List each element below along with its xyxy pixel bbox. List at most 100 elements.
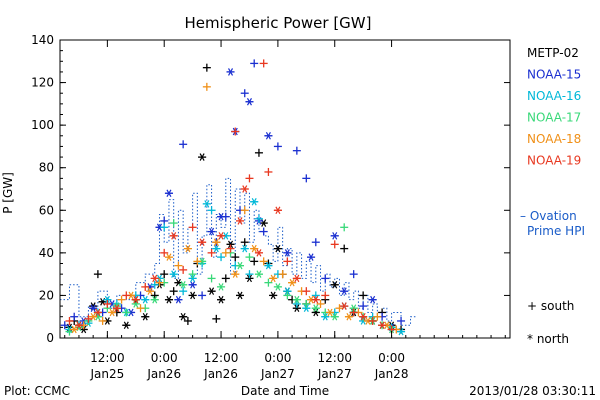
data-point-north [226, 68, 235, 76]
data-point-south [212, 314, 221, 323]
data-point-north [179, 281, 188, 289]
y-axis-label: P [GW] [1, 172, 15, 214]
data-point-south [65, 327, 74, 336]
legend-entry: NOAA-15 [527, 68, 581, 82]
data-point-north [217, 232, 226, 240]
data-point-north [359, 312, 368, 321]
legend-entry: NOAA-17 [527, 111, 581, 125]
data-point-north [174, 295, 183, 304]
data-point-south [221, 274, 230, 283]
y-tick-label: 120 [31, 76, 54, 90]
data-point-north [169, 270, 178, 278]
data-point-north [311, 304, 320, 312]
data-point-south [193, 257, 202, 266]
data-point-south [302, 174, 311, 183]
data-point-north [164, 189, 173, 198]
data-point-south [302, 299, 311, 308]
legend-ovation-2: Prime HPI [527, 224, 585, 238]
data-point-south [202, 82, 211, 91]
timestamp: 2013/01/28 03:30:11 [469, 384, 596, 398]
data-point-south [207, 206, 216, 215]
data-point-north [269, 291, 278, 300]
legend-entry: NOAA-18 [527, 132, 581, 146]
data-point-north [93, 308, 102, 317]
data-point-north [198, 153, 207, 161]
data-point-south [122, 291, 131, 300]
data-point-south [150, 291, 159, 300]
data-point-south [207, 274, 216, 283]
data-point-north [70, 325, 79, 334]
data-point-north [330, 281, 339, 289]
data-point-north [236, 217, 244, 225]
data-point-north [292, 274, 301, 283]
data-point-south [321, 274, 330, 283]
y-tick-label: 40 [39, 246, 54, 260]
data-point-south [60, 321, 69, 330]
x-tick-time: 0:00 [151, 351, 178, 365]
data-point-north [283, 287, 292, 295]
data-point-south [98, 316, 107, 325]
data-point-north [150, 295, 159, 304]
data-point-north [254, 270, 263, 278]
data-point-south [368, 316, 377, 325]
data-point-south [340, 244, 349, 253]
data-point-south [349, 270, 358, 279]
data-point-south [202, 63, 211, 72]
data-point-north [112, 304, 121, 312]
data-point-south [264, 278, 273, 287]
data-point-south [84, 314, 93, 323]
data-point-south [155, 278, 164, 287]
data-point-south [136, 304, 145, 313]
data-point-north [273, 206, 282, 215]
data-point-south [226, 244, 235, 253]
data-point-north [236, 291, 244, 300]
data-point-south [217, 253, 226, 262]
data-point-north [269, 274, 278, 283]
y-tick-label: 140 [31, 33, 54, 47]
data-point-south [311, 291, 320, 300]
data-point-north [273, 244, 282, 253]
data-point-south [254, 214, 263, 223]
data-point-north [240, 244, 249, 253]
data-point-south [259, 59, 268, 68]
data-point-south [278, 270, 287, 279]
data-point-north [302, 304, 311, 312]
data-point-north [169, 232, 178, 240]
data-point-north [188, 274, 197, 283]
data-point-north [311, 295, 320, 304]
data-point-south [160, 223, 169, 232]
data-point-north [179, 312, 188, 321]
data-point-north [212, 244, 221, 253]
plot-frame [59, 39, 511, 339]
data-point-north [217, 295, 226, 304]
data-point-south [254, 148, 263, 157]
data-point-north [340, 287, 349, 295]
data-point-south [259, 257, 268, 266]
data-point-south [65, 316, 74, 325]
data-points [60, 59, 406, 336]
data-point-south [245, 270, 254, 279]
data-point-north [245, 97, 254, 106]
data-point-north [264, 261, 273, 270]
data-point-north [79, 325, 88, 334]
data-point-south [302, 287, 311, 296]
x-tick-date: Jan27 [260, 367, 295, 381]
data-point-north [307, 253, 316, 261]
y-tick-label: 0 [46, 331, 54, 345]
data-point-south [240, 206, 249, 215]
data-point-north [292, 295, 301, 304]
data-point-south [240, 89, 249, 98]
data-point-south [188, 223, 197, 232]
data-point-south [250, 59, 259, 68]
y-tick-label: 20 [39, 288, 54, 302]
data-point-south [264, 167, 273, 176]
data-point-north [273, 283, 282, 291]
data-point-north [368, 295, 377, 304]
data-point-north [340, 302, 349, 310]
legend: METP-02 NOAA-15 NOAA-16 NOAA-17 NOAA-18 NOAA-… [520, 46, 585, 346]
data-point-south [397, 316, 406, 325]
data-point-south [359, 302, 368, 311]
x-tick-time: 12:00 [317, 351, 352, 365]
data-point-south [117, 295, 126, 304]
data-point-south [169, 219, 178, 228]
